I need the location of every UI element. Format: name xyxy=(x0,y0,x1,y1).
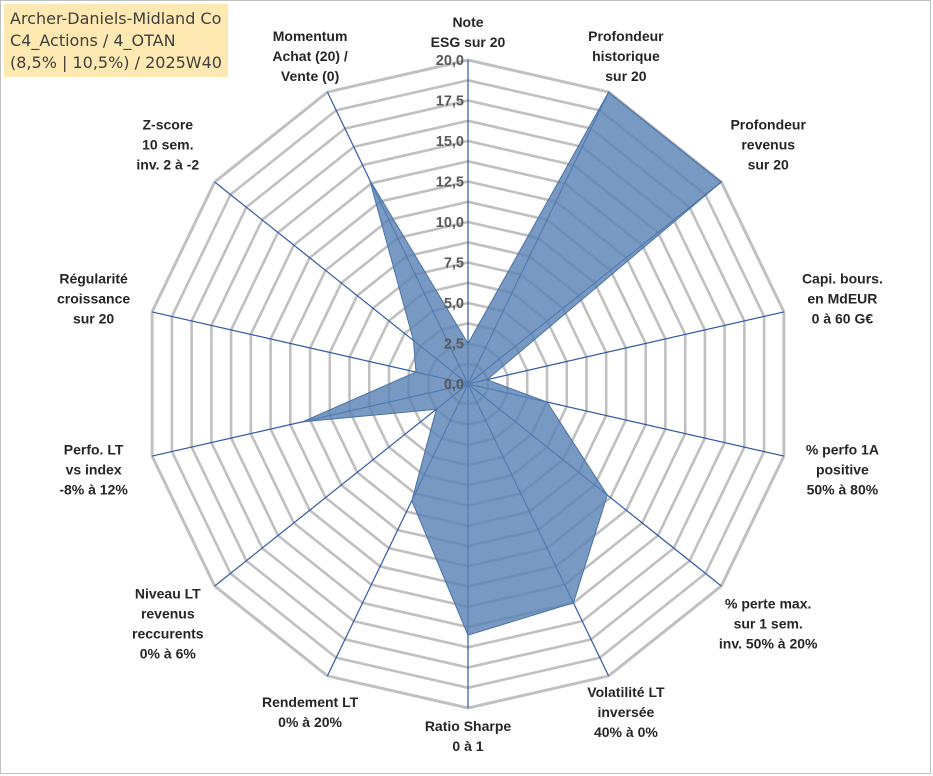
axis-label-line: % perte max. xyxy=(725,595,811,611)
axis-label-line: Régularité xyxy=(59,271,128,287)
data-point xyxy=(368,178,371,181)
axis-label-line: revenus xyxy=(141,605,195,621)
axis-label-line: croissance xyxy=(57,291,130,307)
axis-label-line: % perfo 1A xyxy=(806,441,879,457)
tick-label: 20,0 xyxy=(436,53,464,69)
axis-label-line: Achat (20) / xyxy=(272,48,348,64)
axis-label-line: Note xyxy=(452,14,483,30)
data-point xyxy=(467,342,469,345)
data-point xyxy=(486,378,488,381)
tick-label: 10,0 xyxy=(436,215,464,231)
axis-label-line: 40% à 0% xyxy=(594,724,658,740)
title-line-company: Archer-Daniels-Midland Co xyxy=(10,9,222,28)
data-point xyxy=(412,339,415,342)
data-point xyxy=(606,494,609,496)
tick-label: 0,0 xyxy=(444,377,464,393)
axis-label-line: reccurents xyxy=(132,625,204,641)
axis-label-line: historique xyxy=(592,48,660,64)
axis-label: Rendement LT 0% à 20% xyxy=(262,694,359,730)
tick-label: 17,5 xyxy=(436,94,464,110)
axis-label-line: Perfo. LT xyxy=(64,441,124,457)
tick-label: 5,0 xyxy=(444,296,464,312)
axis-label-line: Volatilité LT xyxy=(587,684,665,700)
axis-label-line: -8% à 12% xyxy=(59,481,128,497)
data-point xyxy=(467,634,469,636)
data-point xyxy=(435,408,438,411)
axis-spoke xyxy=(467,311,785,385)
data-point xyxy=(415,371,417,373)
data-point xyxy=(411,500,413,502)
axis-label: Ratio Sharpe 0 à 1 xyxy=(425,718,512,754)
axis-label-line: Profondeur xyxy=(588,28,664,44)
data-point xyxy=(301,421,304,423)
title-line-portfolio: C4_Actions / 4_OTAN xyxy=(10,31,176,50)
axis-label-line: inv. 2 à -2 xyxy=(136,157,199,173)
axis-label-line: inversée xyxy=(597,704,654,720)
axis-label-line: sur 20 xyxy=(748,157,789,173)
axis-label-line: Z-score xyxy=(143,117,194,133)
axis-label-line: positive xyxy=(816,461,869,477)
axis-label-line: 10 sem. xyxy=(142,137,193,153)
tick-label: 12,5 xyxy=(436,175,464,191)
axis-labels: Note ESG sur 20 Profondeur historique sur 20… xyxy=(57,14,883,754)
axis-label-line: en MdEUR xyxy=(807,291,877,307)
axis-label: Momentum Achat (20) / Vente (0) xyxy=(272,28,348,84)
axis-label-line: ESG sur 20 xyxy=(431,34,506,50)
axis-label: Profondeur revenus sur 20 xyxy=(730,117,806,173)
data-point xyxy=(720,181,723,183)
tick-label: 15,0 xyxy=(436,134,464,150)
axis-label-line: revenus xyxy=(741,137,795,153)
axis-label: Capi. bours. en MdEUR 0 à 60 G€ xyxy=(802,271,883,327)
tick-label: 7,5 xyxy=(444,256,464,272)
axis-label: Note ESG sur 20 xyxy=(431,14,506,50)
axis-label: % perte max. sur 1 sem. inv. 50% à 20% xyxy=(719,595,818,651)
axis-label: % perfo 1A positive 50% à 80% xyxy=(806,441,879,497)
radar-series xyxy=(301,91,723,636)
axis-label-line: Vente (0) xyxy=(281,68,339,84)
axis-label-line: sur 1 sem. xyxy=(734,615,803,631)
axis-label-line: 0% à 6% xyxy=(140,645,197,661)
axis-spoke xyxy=(214,383,469,587)
axis-label: Profondeur historique sur 20 xyxy=(588,28,664,84)
axis-label-line: Rendement LT xyxy=(262,694,359,710)
axis-label-line: 50% à 80% xyxy=(807,481,879,497)
data-point xyxy=(607,91,610,93)
data-point xyxy=(572,602,575,604)
axis-label: Niveau LT revenus reccurents 0% à 6% xyxy=(132,585,204,661)
axis-label-line: Capi. bours. xyxy=(802,271,883,287)
axis-label: Perfo. LT vs index -8% à 12% xyxy=(59,441,128,497)
radial-tick-labels: 0,0 2,5 5,0 7,5 10,0 12,5 15,0 17,5 20,0 xyxy=(436,53,464,393)
axis-label-line: Profondeur xyxy=(730,117,806,133)
axis-label-line: inv. 50% à 20% xyxy=(719,635,818,651)
axis-label: Régularité croissance sur 20 xyxy=(57,271,130,327)
chart-title-box: Archer-Daniels-Midland Co C4_Actions / 4… xyxy=(4,4,228,77)
axis-label-line: 0 à 60 G€ xyxy=(812,311,874,327)
axis-label-line: sur 20 xyxy=(605,68,646,84)
axis-label: Volatilité LT inversée 40% à 0% xyxy=(587,684,665,740)
axis-label-line: Momentum xyxy=(273,28,348,44)
axis-label-line: sur 20 xyxy=(73,311,114,327)
axis-label-line: Ratio Sharpe xyxy=(425,718,512,734)
axis-label: Z-score 10 sem. inv. 2 à -2 xyxy=(136,117,199,173)
axis-label-line: vs index xyxy=(66,461,122,477)
title-line-weights-week: (8,5% | 10,5%) / 2025W40 xyxy=(10,53,222,72)
axis-label-line: Niveau LT xyxy=(135,585,201,601)
axis-label-line: 0 à 1 xyxy=(452,738,483,754)
tick-label: 2,5 xyxy=(444,337,464,353)
data-point xyxy=(546,401,548,403)
axis-label-line: 0% à 20% xyxy=(278,714,342,730)
